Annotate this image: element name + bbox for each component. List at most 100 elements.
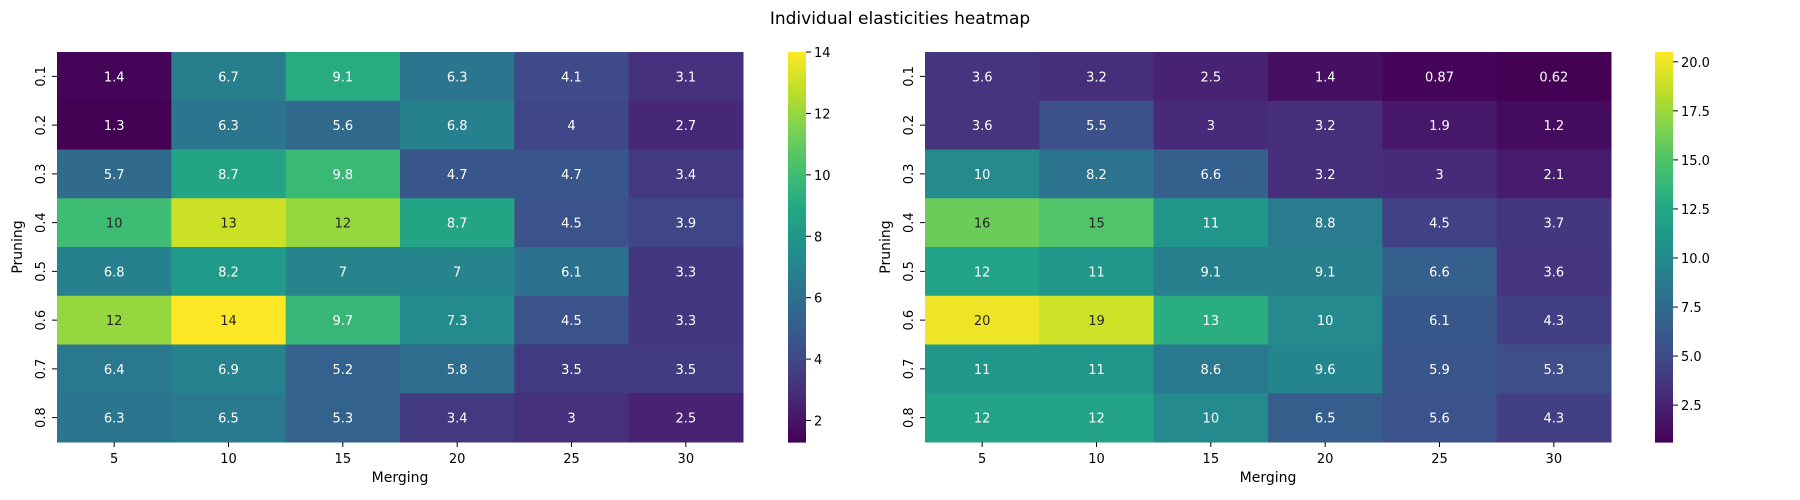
colorbar-segment [1655,204,1673,209]
colorbar-segment [1655,52,1673,57]
heatmap-cell [925,52,1040,102]
cell-value-label: 4.3 [1543,314,1564,329]
colorbar-segment [788,63,806,69]
colorbar-segment [788,270,806,275]
x-tick-label: 5 [978,452,986,467]
colorbar-segment [1655,438,1673,443]
colorbar-segment [1655,98,1673,104]
colorbar-tick-label: 12.5 [1681,203,1710,218]
heatmap-cell [400,198,515,248]
colorbar-tick-label: 8 [814,230,822,245]
colorbar-2: 2.5 5.0 7.5 10.0 12.5 15.0 17.5 20.0 [1655,52,1710,443]
colorbar-segment [1655,286,1673,291]
colorbar-segment [1655,375,1673,381]
heatmap-cell [400,247,515,297]
cell-value-label: 3.3 [675,265,696,280]
x-tick-label: 20 [1317,452,1334,467]
colorbar-segment [788,360,806,365]
colorbar-segment [788,364,806,369]
colorbar-segment [788,239,806,244]
heatmap-cell [1382,52,1498,102]
colorbar-segment [1655,367,1673,373]
colorbar-segment [788,254,806,260]
heatmap-cell [514,344,630,394]
colorbar-segment [788,410,806,416]
cell-value-label: 8.2 [1086,168,1107,183]
colorbar-segment [1655,395,1673,400]
colorbar-segment [1655,215,1673,221]
colorbar-segment [788,438,806,443]
colorbar-segment [788,172,806,178]
colorbar-segment [788,301,806,307]
heatmap-cell [1153,100,1269,150]
colorbar-segment [1655,169,1673,174]
colorbar-segment [1655,63,1673,69]
colorbar-segment [788,91,806,96]
colorbar-tick-label: 14 [814,46,831,61]
colorbar-segment [1655,406,1673,412]
colorbar-segment [1655,309,1673,314]
colorbar-segment [788,250,806,256]
heatmap-cell [400,295,515,345]
heatmap-cell [171,393,287,443]
y-tick-label: 0.1 [902,66,917,87]
cell-value-label: 12 [106,314,123,329]
cell-value-label: 3.5 [561,363,582,378]
colorbar-segment [788,293,806,299]
colorbar-segment [1655,79,1673,84]
colorbar-segment [788,223,806,229]
colorbar-segment [1655,172,1673,178]
heatmap-cell [57,295,172,345]
colorbar-segment [788,149,806,154]
colorbar-segment [1655,91,1673,96]
heatmap-cell [57,52,172,102]
cell-value-label: 9.8 [332,168,353,183]
colorbar-segment [1655,262,1673,268]
colorbar-segment [788,391,806,396]
cell-value-label: 2.7 [675,119,696,134]
colorbar-segment [1655,141,1673,147]
cell-value-label: 11 [1088,265,1105,280]
cell-value-label: 4.1 [561,70,582,85]
colorbar-segment [1655,83,1673,88]
colorbar-segment [788,266,806,271]
colorbar-segment [788,114,806,119]
y-axis-label: Pruning [10,220,26,273]
colorbar-segment [1655,430,1673,435]
cell-value-label: 13 [220,217,237,232]
cell-value-label: 7.3 [447,314,468,329]
colorbar-segment [788,375,806,381]
heatmap-cell [57,393,172,443]
cell-value-label: 3.2 [1315,119,1336,134]
colorbar-segment [1655,130,1673,135]
cell-value-label: 12 [335,217,352,232]
colorbar-segment [788,414,806,420]
colorbar-segment [788,133,806,139]
colorbar-segment [1655,176,1673,182]
colorbar-segment [1655,418,1673,424]
colorbar-segment [1655,118,1673,123]
y-tick-label: 0.4 [34,212,49,233]
heatmap-cell [925,344,1040,394]
heatmap-panel-1: 1.4 6.7 9.1 6.3 4.1 3.1 1.3 6.3 5.6 6.8 4 2.7 5.7 8.7… [10,46,831,486]
heatmap-cell [1382,149,1498,199]
cell-value-label: 3.7 [1543,217,1564,232]
cell-value-label: 7 [453,265,461,280]
colorbar-segment [1655,289,1673,295]
cell-value-label: 6.9 [218,363,239,378]
colorbar-segment [788,219,806,225]
cell-value-label: 15 [1088,217,1105,232]
colorbar-segment [1655,371,1673,377]
heatmap-cell [171,295,287,345]
cell-value-label: 0.87 [1425,70,1454,85]
cell-value-label: 10 [974,168,991,183]
cell-value-label: 3.4 [447,412,468,427]
colorbar-segment [1655,75,1673,80]
heatmap-cell [171,344,287,394]
colorbar-segment [788,215,806,221]
colorbar-segment [1655,145,1673,151]
heatmap-cell [514,198,630,248]
heatmap-cell [1153,344,1269,394]
heatmap-cell [925,393,1040,443]
